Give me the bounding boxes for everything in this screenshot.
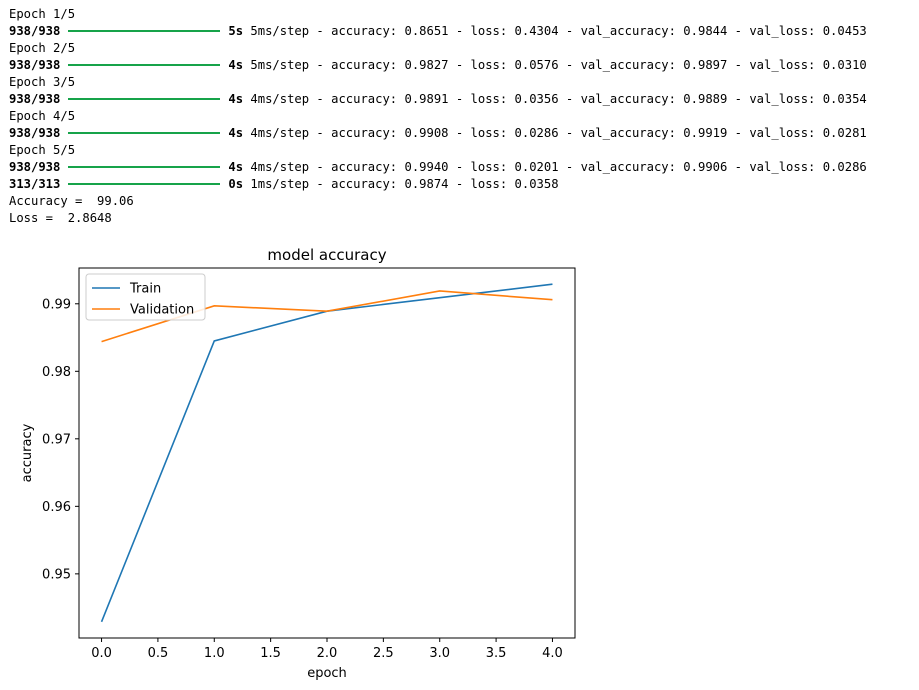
legend-label-validation: Validation — [130, 303, 194, 318]
epoch-header: Epoch 2/5 — [9, 41, 76, 55]
progress-line: 938/938 4s 5ms/step - accuracy: 0.9827 - … — [9, 57, 867, 74]
y-tick-label: 0.99 — [42, 297, 71, 312]
progress-line: 938/938 4s 4ms/step - accuracy: 0.9891 - … — [9, 91, 867, 108]
metrics-text: 1ms/step - accuracy: 0.9874 - loss: 0.03… — [243, 177, 559, 191]
metrics-text: 4ms/step - accuracy: 0.9940 - loss: 0.02… — [243, 160, 867, 174]
x-tick-label: 1.0 — [204, 646, 225, 661]
x-tick-label: 2.5 — [373, 646, 394, 661]
y-axis-label: accuracy — [20, 423, 35, 482]
elapsed-time: 4s — [228, 58, 244, 72]
step-count: 938/938 — [9, 24, 61, 38]
epoch-header: Epoch 1/5 — [9, 7, 76, 21]
step-count: 938/938 — [9, 92, 61, 106]
x-tick-label: 3.0 — [429, 646, 450, 661]
result-line: Loss = 2.8648 — [9, 211, 112, 225]
plot-frame — [78, 267, 576, 639]
progress-line: 938/938 4s 4ms/step - accuracy: 0.9908 - … — [9, 125, 867, 142]
epoch-header: Epoch 4/5 — [9, 109, 76, 123]
progress-bar — [68, 182, 221, 185]
step-count: 938/938 — [9, 160, 61, 174]
progress-bar — [68, 97, 221, 100]
x-tick-label: 0.5 — [148, 646, 169, 661]
epoch-header: Epoch 3/5 — [9, 75, 76, 89]
elapsed-time: 4s — [228, 92, 244, 106]
step-count: 938/938 — [9, 58, 61, 72]
accuracy-chart-svg: model accuracy 0.0 0.5 1.0 1.5 2.0 2.5 3.0 3.5 4.… — [20, 246, 576, 681]
x-tick-label: 4.0 — [542, 646, 563, 661]
progress-line: 313/313 0s 1ms/step - accuracy: 0.9874 - … — [9, 176, 867, 193]
progress-bar — [68, 131, 221, 134]
progress-line: 938/938 5s 5ms/step - accuracy: 0.8651 - … — [9, 23, 867, 40]
x-axis-label: epoch — [307, 666, 347, 681]
elapsed-time: 4s — [228, 160, 244, 174]
y-tick-label: 0.95 — [42, 567, 71, 582]
training-output-log: Epoch 1/5 938/938 5s 5ms/step - accuracy: … — [9, 6, 867, 227]
elapsed-time: 5s — [228, 24, 244, 38]
progress-bar — [68, 165, 221, 168]
elapsed-time: 0s — [228, 177, 244, 191]
progress-line: 938/938 4s 4ms/step - accuracy: 0.9940 - … — [9, 159, 867, 176]
metrics-text: 4ms/step - accuracy: 0.9891 - loss: 0.03… — [243, 92, 867, 106]
x-tick-label: 2.0 — [317, 646, 338, 661]
accuracy-chart: model accuracy 0.0 0.5 1.0 1.5 2.0 2.5 3.0 3.5 4.… — [0, 240, 600, 685]
step-count: 313/313 — [9, 177, 61, 191]
result-line: Accuracy = 99.06 — [9, 194, 134, 208]
progress-bar — [68, 63, 221, 66]
epoch-header: Epoch 5/5 — [9, 143, 76, 157]
x-tick-label: 1.5 — [260, 646, 281, 661]
y-tick-label: 0.97 — [42, 432, 71, 447]
progress-bar — [68, 29, 221, 32]
x-tick-label: 0.0 — [91, 646, 112, 661]
x-tick-label: 3.5 — [486, 646, 507, 661]
y-tick-label: 0.98 — [42, 365, 71, 380]
y-tick-label: 0.96 — [42, 500, 71, 515]
metrics-text: 5ms/step - accuracy: 0.8651 - loss: 0.43… — [243, 24, 867, 38]
legend-label-train: Train — [129, 282, 161, 297]
elapsed-time: 4s — [228, 126, 244, 140]
step-count: 938/938 — [9, 126, 61, 140]
metrics-text: 4ms/step - accuracy: 0.9908 - loss: 0.02… — [243, 126, 867, 140]
series-line-train — [100, 283, 553, 623]
chart-title: model accuracy — [267, 246, 386, 264]
metrics-text: 5ms/step - accuracy: 0.9827 - loss: 0.05… — [243, 58, 867, 72]
